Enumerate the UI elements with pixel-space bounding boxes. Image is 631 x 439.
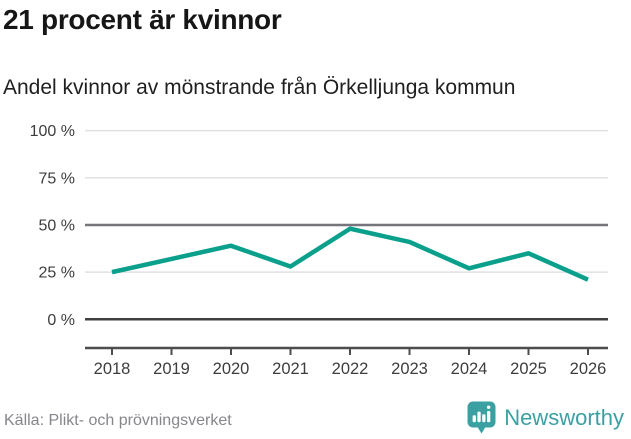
source-text: Källa: Plikt- och prövningsverket (4, 412, 232, 429)
data-line (111, 226, 589, 282)
x-axis-label: 2019 (153, 360, 190, 378)
y-axis-label: 75 % (39, 170, 75, 187)
x-axis-label: 2021 (272, 360, 309, 378)
x-axis-label: 2022 (332, 360, 369, 378)
chart-title: 21 procent är kvinnor (3, 4, 282, 35)
newsworthy-logo: Newsworthy (467, 401, 624, 434)
y-axis-label: 100 % (30, 123, 75, 140)
newsworthy-logo-text: Newsworthy (504, 404, 624, 430)
x-axis-label: 2025 (510, 360, 547, 378)
newsworthy-logo-icon (467, 401, 496, 434)
x-axis-label: 2024 (451, 360, 488, 378)
x-axis-label: 2023 (391, 360, 428, 378)
y-axis-label: 25 % (39, 265, 75, 282)
y-axis-label: 50 % (39, 217, 75, 234)
chart-subtitle: Andel kvinnor av mönstrande från Örkellj… (3, 76, 516, 99)
y-axis-label: 0 % (47, 312, 75, 329)
x-axis-label: 2026 (570, 360, 607, 378)
x-axis-label: 2018 (94, 360, 131, 378)
x-axis-label: 2020 (213, 360, 250, 378)
